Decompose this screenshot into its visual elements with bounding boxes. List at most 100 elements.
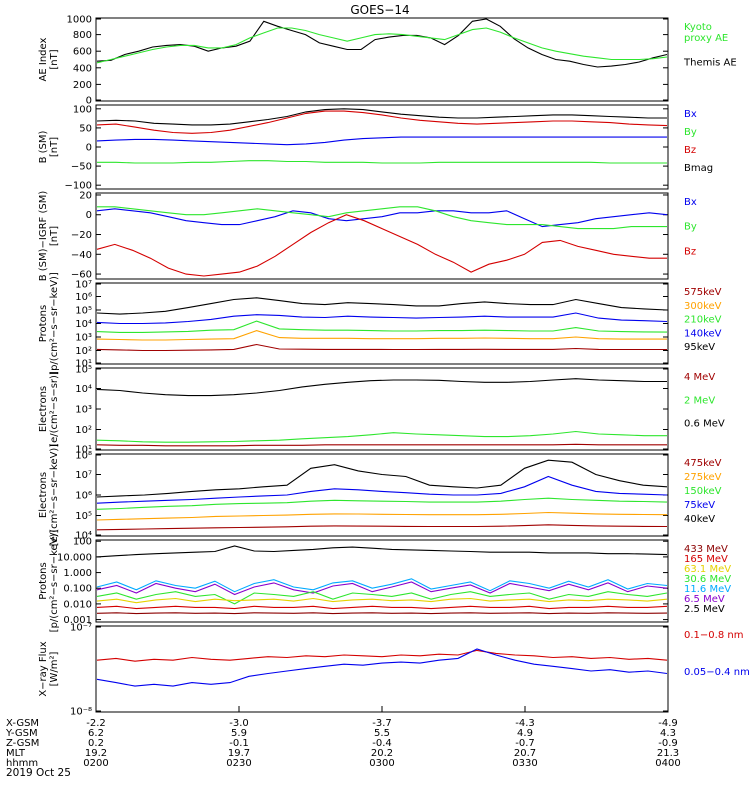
y-tick-label: −40 [71,250,92,261]
time-row-value: 0300 [369,758,394,769]
time-row-label: Y-GSM [5,728,38,739]
time-row-value: -4.9 [658,718,678,729]
time-row-label: X-GSM [6,718,39,729]
y-tick-label: 100 [73,537,92,548]
y-axis-label-line: [e/(cm²−s−sr−keV)] [49,444,60,547]
y-tick-label: 10⁻⁸ [70,707,92,718]
legend-item-line: Bx [684,109,697,120]
y-axis-label: X−ray Flux[W/m²] [38,641,60,696]
legend-item-line: 2.5 MeV [684,604,725,615]
panel-2: −60 −40 −20 0 20 B (SM)−IGRF (SM)[nT] Bx By Bz [38,190,697,281]
time-row-value: 5.9 [231,728,247,739]
series-line-11-6-mev [96,578,668,593]
series-line-475kev [96,459,668,498]
legend-item-line: 275keV [684,472,722,483]
series-line-140kev [96,330,667,341]
legend-item-line: proxy AE [684,33,728,44]
legend-item: 165 MeV [684,554,728,565]
y-axis-label-line: [p/(cm²−s−sr−keV)] [49,530,60,633]
y-axis-label-line: Electrons [38,472,49,518]
legend-item: 575keV [684,287,722,298]
y-tick-label: 10⁴ [75,384,92,395]
series-line-6-5-mev [96,581,668,596]
y-tick-label: 0 [86,143,92,154]
y-tick-label: 10.000 [57,552,92,563]
y-axis-label: B (SM)[nT] [38,130,60,163]
panel-5: 10⁴ 10⁵ 10⁶ 10⁷ 10⁸ Electrons[e/(cm²−s−sr−keV… [38,444,722,547]
y-axis-label-line: [nT] [49,49,60,69]
legend-item-line: 0.1−0.8 nm [684,630,743,641]
time-row-value: 21.3 [657,748,679,759]
series-line-165-mev [96,605,668,610]
legend-item-line: 140keV [684,328,722,339]
legend-item: 0.05−0.4 nm [684,667,750,678]
y-tick-label: 10⁵ [75,365,92,376]
legend-item-line: By [684,222,697,233]
series-line-bz [96,214,667,277]
time-row-value: 0.2 [88,738,104,749]
time-row-value: -0.7 [515,738,535,749]
time-row-value: 6.2 [88,728,104,739]
panel-0: 0 200 400 600 800 1000 AE Index[nT] Kyoto proxy … [38,15,737,107]
y-tick-label: −60 [71,270,92,281]
legend-item-line: 6.5 MeV [684,594,725,605]
legend-item-line: 433 MeV [684,544,728,555]
y-tick-label: 0 [86,96,92,107]
y-tick-label: 10⁵ [75,511,92,522]
y-tick-label: 800 [73,30,92,41]
time-row-value: 19.7 [228,748,250,759]
series-line-0-1-0-8-nm [96,649,668,662]
legend-item-line: 95keV [684,342,715,353]
panel-frame [95,104,669,190]
y-tick-label: 10⁻⁷ [70,623,92,634]
y-tick-label: 10⁴ [75,531,92,542]
series-line-2-5-mev [96,545,668,558]
series-line-0-05-0-4-nm [96,648,668,687]
legend-item-line: Themis AE [683,58,737,69]
y-axis-label-line: Protons [38,305,49,342]
legend-item: 30.6 MeV [684,574,731,585]
y-axis-label: Protons[p/(cm²−s−sr−keV)] [38,272,60,375]
legend-item-line: 0.6 MeV [684,419,725,430]
series-line-150kev [96,497,668,510]
series-line-bx [96,208,668,228]
time-row-value: -3.7 [372,718,392,729]
y-axis-label: B (SM)−IGRF (SM)[nT] [38,191,60,282]
legend-item: 475keV [684,458,722,469]
legend-item: Bz [684,145,696,156]
legend-item-line: 2 MeV [684,395,715,406]
series-line-575kev [96,297,668,315]
legend-item-line: Bz [684,145,696,156]
series-line-by [97,160,667,164]
y-tick-label: −100 [65,181,92,192]
series-line-275kev [96,475,668,504]
legend-item-line: Bz [684,246,696,257]
time-row-value: -4.3 [515,718,535,729]
legend-item: Bmag [684,163,713,174]
y-tick-label: 10⁴ [75,319,92,330]
legend-item-line: 0.05−0.4 nm [684,667,750,678]
time-row-value: -3.0 [229,718,249,729]
series-line-0-6-mev [96,378,667,397]
time-row-value: 19.2 [85,748,107,759]
legend-item: 40keV [684,514,715,525]
time-row-value: -0.4 [372,738,392,749]
y-tick-label: 10⁷ [75,280,92,291]
y-axis-label-line: AE Index [38,37,49,81]
legend-item: 0.6 MeV [684,419,725,430]
y-axis-label-line: [p/(cm²−s−sr−keV)] [49,272,60,375]
series-line-63-1-mev [96,597,668,604]
y-axis-label-line: B (SM)−IGRF (SM) [38,191,49,282]
series-line-30-6-mev [96,591,668,605]
y-axis-label-line: [nT] [49,137,60,157]
panel-1: −100 −50 0 50 100 B (SM)[nT] Bx By Bz Bmag [38,104,713,191]
y-axis-label: Protons[p/(cm²−s−sr−keV)] [38,530,60,633]
series-line-4-mev [96,443,667,447]
time-row-value: 20.2 [371,748,393,759]
y-axis-label-line: X−ray Flux [38,641,49,696]
y-axis-label-line: B (SM) [38,130,49,163]
legend-item: Bx [684,197,697,208]
time-row-value: -0.1 [229,738,249,749]
